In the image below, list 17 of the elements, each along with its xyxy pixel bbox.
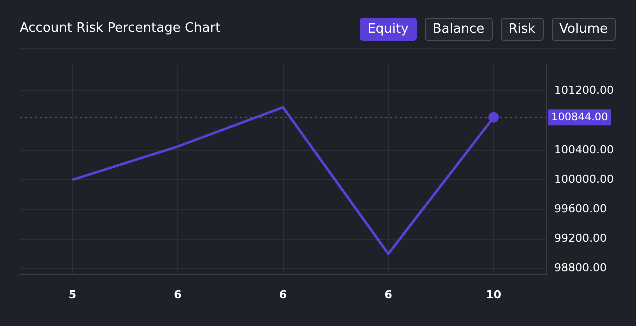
ref-line-label: 100844.00 xyxy=(552,111,608,124)
chart-title: Account Risk Percentage Chart xyxy=(20,21,221,36)
text: Volume xyxy=(552,18,616,41)
text: Balance xyxy=(424,18,493,41)
y-tick-label: 98800.00 xyxy=(554,262,608,275)
text: Risk xyxy=(500,18,544,41)
y-tick-label: 99600.00 xyxy=(554,202,608,216)
x-tick-label: 6 xyxy=(384,288,393,302)
x-tick-label: 6 xyxy=(174,288,182,302)
y-tick-label: 100400.00 xyxy=(554,143,614,156)
x-tick-label: 10 xyxy=(486,288,502,302)
x-tick-label: 5 xyxy=(68,288,76,302)
text: Equity xyxy=(360,18,417,41)
y-tick-label: 99200.00 xyxy=(554,232,608,246)
y-tick-label: 100000.00 xyxy=(554,172,614,186)
x-tick-label: 6 xyxy=(279,288,288,302)
y-tick-label: 101200.00 xyxy=(554,84,614,98)
